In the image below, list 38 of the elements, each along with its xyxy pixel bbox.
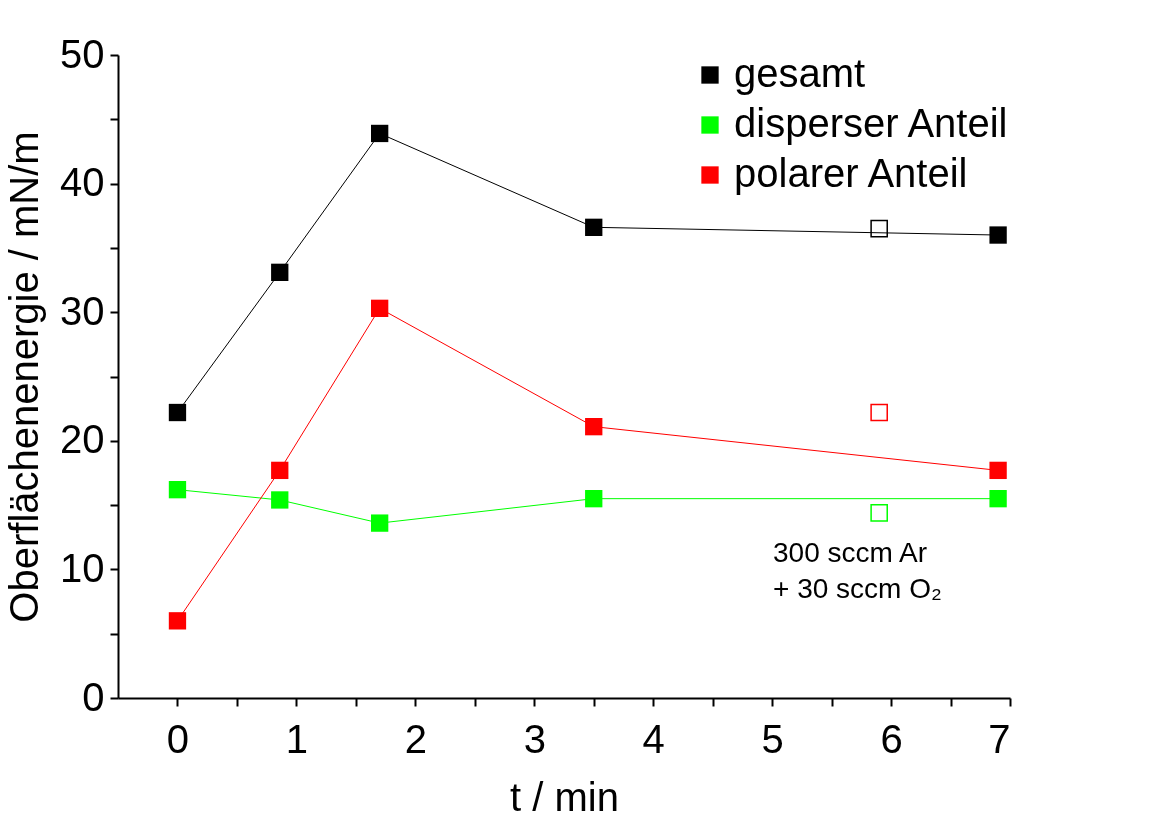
x-tick-label: 0 (166, 716, 190, 761)
y-axis-title: Oberflächenenergie / mN/m (2, 131, 47, 623)
point (168, 403, 187, 422)
point (271, 491, 289, 509)
point (585, 218, 603, 236)
x-tick-label: 2 (404, 716, 427, 761)
point (870, 504, 888, 522)
legend-label: gesamt (734, 51, 866, 95)
y-tick-label: 0 (82, 674, 105, 719)
x-tick-label: 7 (988, 716, 1011, 761)
annotation: 300 sccm Ar + 30 sccm O₂ (773, 537, 942, 604)
point (989, 461, 1007, 480)
x-tick-label: 5 (761, 716, 784, 761)
point (168, 612, 187, 630)
y-tick-label: 10 (60, 545, 105, 590)
point (271, 263, 289, 281)
point (989, 226, 1007, 244)
point (370, 124, 389, 143)
x-tick-label: 3 (523, 716, 546, 761)
x-tick-label: 4 (642, 716, 665, 761)
y-tick-label: 40 (60, 160, 105, 205)
point (168, 481, 187, 499)
x-tick-label: 1 (285, 716, 309, 761)
x-axis-title: t / min (510, 774, 619, 819)
point (870, 219, 888, 238)
point (271, 461, 289, 480)
point (370, 514, 389, 532)
x-tick-label: 6 (880, 716, 903, 761)
point (585, 490, 603, 508)
legend-label: polarer Anteil (734, 151, 968, 195)
y-tick-label: 20 (60, 417, 105, 462)
point (585, 417, 603, 436)
point (370, 299, 389, 317)
point (989, 490, 1007, 508)
y-tick-label: 30 (60, 288, 105, 333)
legend-label: disperser Anteil (734, 101, 1008, 145)
point (870, 403, 888, 422)
y-tick-label: 50 (60, 31, 105, 76)
